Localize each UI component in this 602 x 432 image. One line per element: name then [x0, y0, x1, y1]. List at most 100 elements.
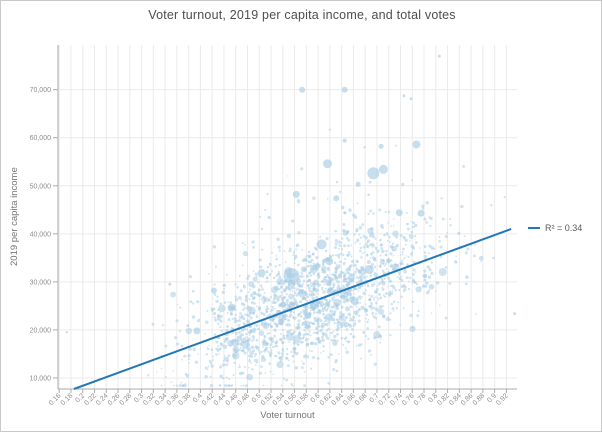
data-point[interactable]: [323, 277, 326, 281]
data-point[interactable]: [185, 327, 193, 335]
data-point[interactable]: [170, 291, 177, 298]
data-point[interactable]: [277, 351, 281, 355]
data-point[interactable]: [332, 254, 335, 257]
data-point[interactable]: [335, 307, 339, 311]
data-point[interactable]: [326, 197, 329, 200]
data-point[interactable]: [401, 251, 404, 254]
data-point[interactable]: [398, 276, 402, 281]
data-point[interactable]: [276, 277, 284, 286]
data-point[interactable]: [291, 332, 294, 336]
data-point[interactable]: [317, 324, 321, 328]
data-point[interactable]: [180, 381, 182, 384]
data-point[interactable]: [435, 290, 437, 292]
data-point[interactable]: [383, 233, 386, 237]
data-point[interactable]: [234, 298, 239, 302]
data-point[interactable]: [370, 353, 373, 356]
data-point[interactable]: [334, 254, 337, 257]
data-point[interactable]: [229, 301, 232, 304]
data-point[interactable]: [295, 289, 298, 292]
data-point[interactable]: [252, 330, 256, 334]
data-point[interactable]: [309, 334, 312, 337]
data-point[interactable]: [347, 254, 350, 257]
data-point[interactable]: [326, 283, 329, 287]
data-point[interactable]: [242, 284, 245, 287]
data-point[interactable]: [398, 289, 401, 292]
data-point[interactable]: [400, 295, 403, 298]
data-point[interactable]: [245, 384, 249, 388]
data-point[interactable]: [318, 275, 321, 278]
data-point[interactable]: [183, 383, 187, 388]
data-point[interactable]: [240, 328, 244, 332]
data-point[interactable]: [240, 302, 245, 306]
data-point[interactable]: [366, 253, 369, 256]
data-point[interactable]: [411, 226, 414, 229]
data-point[interactable]: [360, 343, 363, 346]
data-point[interactable]: [295, 248, 298, 251]
data-point[interactable]: [295, 293, 299, 297]
data-point[interactable]: [463, 235, 466, 238]
data-point[interactable]: [315, 328, 318, 330]
data-point[interactable]: [395, 243, 399, 248]
data-point[interactable]: [299, 311, 303, 314]
data-point[interactable]: [293, 259, 296, 261]
data-point[interactable]: [358, 307, 361, 311]
data-point[interactable]: [321, 309, 325, 313]
data-point[interactable]: [373, 362, 377, 366]
data-point[interactable]: [316, 331, 319, 334]
data-point[interactable]: [233, 361, 236, 365]
data-point[interactable]: [205, 353, 208, 356]
data-point[interactable]: [444, 316, 448, 320]
data-point[interactable]: [297, 282, 301, 287]
data-point[interactable]: [303, 296, 307, 301]
data-point[interactable]: [354, 287, 357, 291]
data-point[interactable]: [254, 352, 258, 356]
data-point[interactable]: [370, 283, 375, 287]
data-point[interactable]: [323, 324, 326, 327]
data-point[interactable]: [411, 300, 415, 303]
data-point[interactable]: [312, 287, 315, 290]
data-point[interactable]: [244, 336, 247, 339]
data-point[interactable]: [276, 345, 279, 348]
data-point[interactable]: [364, 303, 367, 305]
data-point[interactable]: [302, 267, 306, 272]
data-point[interactable]: [247, 274, 251, 278]
data-point[interactable]: [399, 261, 403, 266]
data-point[interactable]: [366, 245, 370, 249]
data-point[interactable]: [355, 281, 359, 284]
data-point[interactable]: [301, 249, 304, 251]
data-point[interactable]: [295, 243, 300, 247]
data-point[interactable]: [428, 284, 435, 290]
data-point[interactable]: [379, 266, 382, 269]
data-point[interactable]: [369, 252, 374, 256]
data-point[interactable]: [278, 249, 281, 252]
data-point[interactable]: [370, 263, 374, 267]
data-point[interactable]: [227, 384, 231, 387]
data-point[interactable]: [258, 330, 265, 336]
data-point[interactable]: [335, 294, 338, 297]
data-point[interactable]: [366, 320, 369, 324]
data-point[interactable]: [413, 280, 417, 284]
data-point[interactable]: [278, 315, 280, 317]
data-point[interactable]: [216, 316, 221, 321]
data-point[interactable]: [206, 368, 209, 371]
data-point[interactable]: [299, 274, 303, 279]
data-point[interactable]: [288, 249, 292, 253]
data-point[interactable]: [382, 262, 385, 265]
data-point[interactable]: [305, 326, 308, 329]
data-point[interactable]: [333, 334, 337, 339]
data-point[interactable]: [412, 140, 421, 149]
data-point[interactable]: [325, 237, 329, 241]
data-point[interactable]: [210, 307, 213, 309]
data-point[interactable]: [273, 322, 277, 325]
data-point[interactable]: [425, 281, 429, 286]
data-point[interactable]: [347, 251, 351, 254]
data-point[interactable]: [308, 330, 311, 333]
data-point[interactable]: [218, 353, 221, 355]
data-point[interactable]: [252, 270, 255, 273]
data-point[interactable]: [292, 283, 296, 287]
data-point[interactable]: [374, 312, 377, 315]
data-point[interactable]: [310, 284, 314, 288]
data-point[interactable]: [405, 223, 408, 226]
data-point[interactable]: [292, 315, 295, 318]
data-point[interactable]: [321, 331, 326, 336]
